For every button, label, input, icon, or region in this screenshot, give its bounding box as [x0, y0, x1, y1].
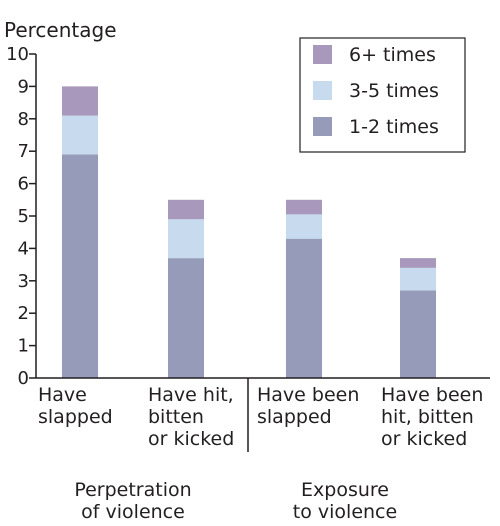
- y-tick-label: 8: [18, 109, 29, 130]
- bar-segment: [286, 238, 322, 378]
- y-tick-label: 7: [18, 141, 29, 162]
- category-label: bitten: [148, 406, 204, 428]
- bar-segment: [168, 199, 204, 220]
- bar-segment: [400, 258, 436, 268]
- bar-segment: [62, 86, 98, 116]
- bar-segment: [62, 115, 98, 155]
- category-label: slapped: [38, 406, 113, 428]
- bars: [62, 86, 436, 378]
- y-tick-label: 10: [6, 44, 29, 65]
- y-tick-label: 4: [18, 238, 29, 259]
- legend: 6+ times 3-5 times 1-2 times: [299, 37, 466, 153]
- y-tick-label: 2: [18, 303, 29, 324]
- legend-label: 3-5 times: [349, 80, 439, 102]
- category-label: Have hit,: [148, 384, 234, 406]
- category-label: Have been: [257, 384, 359, 406]
- bar-segment: [168, 258, 204, 378]
- group-label: Exposure: [301, 479, 389, 501]
- x-axis: [36, 377, 490, 452]
- bar-segment: [400, 290, 436, 378]
- y-axis-label: Percentage: [4, 18, 117, 42]
- category-label: slapped: [257, 406, 332, 428]
- y-tick-label: 5: [18, 206, 29, 227]
- y-tick-label: 3: [18, 271, 29, 292]
- category-label: or kicked: [381, 428, 467, 450]
- bar-segment: [400, 267, 436, 291]
- category-label: or kicked: [148, 428, 234, 450]
- group-label: of violence: [81, 501, 185, 523]
- bar-segment: [62, 154, 98, 378]
- category-label: hit, bitten: [381, 406, 474, 428]
- legend-swatch: [313, 81, 332, 100]
- y-tick-label: 0: [18, 368, 29, 389]
- legend-label: 1-2 times: [349, 116, 439, 138]
- y-tick-label: 9: [18, 76, 29, 97]
- legend-label: 6+ times: [349, 44, 436, 66]
- legend-swatch: [313, 117, 332, 136]
- y-tick-label: 6: [18, 174, 29, 195]
- bar-segment: [168, 219, 204, 259]
- group-label: to violence: [293, 501, 397, 523]
- group-label: Perpetration: [74, 479, 191, 501]
- y-tick-label: 1: [18, 336, 29, 357]
- bar-segment: [286, 199, 322, 215]
- bar-segment: [286, 214, 322, 239]
- legend-swatch: [313, 45, 332, 64]
- category-label: Have: [38, 384, 87, 406]
- category-label: Have been: [381, 384, 483, 406]
- y-axis: 0 1 2 3 4 5 6 7 8 9 10: [6, 44, 37, 389]
